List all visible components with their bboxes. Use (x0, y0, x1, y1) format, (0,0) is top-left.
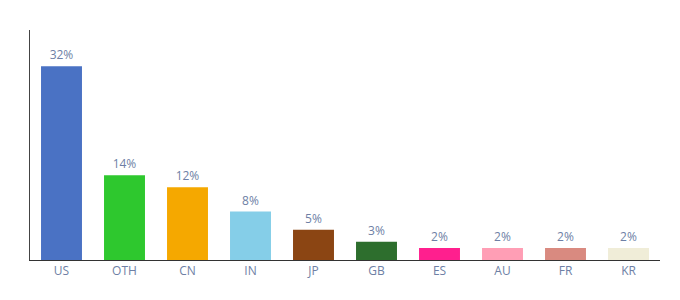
svg-text:OTH: OTH (112, 262, 137, 279)
svg-text:2%: 2% (431, 228, 448, 245)
svg-text:12%: 12% (176, 167, 200, 184)
svg-text:FR: FR (559, 262, 573, 279)
svg-text:3%: 3% (368, 222, 385, 239)
svg-text:AU: AU (494, 262, 510, 279)
svg-text:2%: 2% (557, 228, 574, 245)
svg-text:5%: 5% (305, 210, 322, 227)
svg-text:JP: JP (307, 262, 318, 279)
svg-text:KR: KR (621, 262, 636, 279)
svg-text:IN: IN (244, 262, 256, 279)
svg-text:8%: 8% (242, 192, 259, 209)
svg-text:ES: ES (433, 262, 446, 279)
svg-text:2%: 2% (620, 228, 637, 245)
svg-text:2%: 2% (494, 228, 511, 245)
svg-text:GB: GB (368, 262, 385, 279)
svg-text:32%: 32% (50, 46, 74, 63)
svg-text:CN: CN (179, 262, 196, 279)
svg-text:14%: 14% (113, 155, 137, 172)
svg-text:US: US (54, 262, 69, 279)
